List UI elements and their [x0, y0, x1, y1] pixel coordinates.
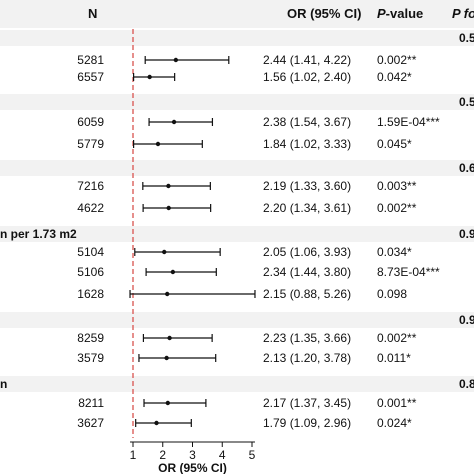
- subgroup-label: n: [0, 377, 8, 391]
- p-interaction-value: 0.8: [459, 377, 474, 391]
- p-value: 0.042*: [377, 70, 412, 84]
- or-header: OR (95% CI): [287, 6, 362, 21]
- subgroup-band: [0, 94, 474, 110]
- p-value: 0.011*: [377, 351, 411, 365]
- or-point: [166, 205, 171, 211]
- sample-size: 3579: [77, 351, 104, 365]
- or-ci-text: 2.13 (1.20, 3.78): [263, 351, 352, 365]
- p-value: 0.098: [377, 287, 408, 301]
- or-point: [147, 74, 152, 80]
- x-tick-label: 4: [219, 448, 226, 462]
- or-ci-text: 2.38 (1.54, 3.67): [263, 115, 352, 129]
- subgroup-label: n per 1.73 m2: [0, 227, 77, 241]
- or-point: [155, 141, 161, 147]
- p-value: 0.002**: [377, 201, 417, 215]
- sample-size: 6059: [77, 115, 104, 129]
- p-value-header: P-value: [377, 6, 424, 21]
- n-header: N: [88, 6, 98, 21]
- or-ci-text: 2.05 (1.06, 3.93): [263, 245, 352, 259]
- or-point: [154, 420, 159, 426]
- or-ci-text: 2.44 (1.41, 4.22): [263, 53, 352, 67]
- or-point: [171, 119, 177, 125]
- sample-size: 6557: [77, 70, 104, 84]
- or-point: [165, 400, 171, 406]
- p-value: 0.002**: [377, 331, 417, 345]
- subgroup-band: [0, 226, 474, 242]
- p-value: 1.59E-04***: [377, 115, 440, 129]
- p-value: 0.002**: [377, 53, 417, 67]
- sample-size: 7216: [77, 179, 104, 193]
- or-point: [167, 335, 172, 341]
- x-axis-label: OR (95% CI): [158, 461, 227, 474]
- or-ci-text: 1.56 (1.02, 2.40): [263, 70, 352, 84]
- p-interaction-value: 0.9: [459, 313, 474, 327]
- sample-size: 1628: [77, 287, 104, 301]
- or-point: [162, 249, 167, 255]
- or-point: [165, 291, 170, 297]
- x-tick-label: 2: [159, 448, 166, 462]
- x-tick-label: 3: [189, 448, 196, 462]
- or-ci-text: 2.15 (0.88, 5.26): [263, 287, 352, 301]
- sample-size: 5104: [77, 245, 104, 259]
- sample-size: 3627: [77, 416, 104, 430]
- p-value: 0.001**: [377, 396, 417, 410]
- p-value: 0.045*: [377, 137, 412, 151]
- sample-size: 4622: [77, 201, 104, 215]
- p-for-interaction-header: P fo: [452, 6, 474, 21]
- sample-size: 8259: [77, 331, 104, 345]
- subgroup-band: [0, 160, 474, 176]
- sample-size: 5106: [77, 265, 104, 279]
- or-point: [170, 269, 176, 275]
- p-interaction-value: 0.6: [459, 161, 474, 175]
- or-ci-text: 2.34 (1.44, 3.80): [263, 265, 352, 279]
- sample-size: 8211: [78, 396, 104, 410]
- subgroup-band: [0, 30, 474, 46]
- subgroup-band: [0, 312, 474, 328]
- or-ci-text: 1.84 (1.02, 3.33): [263, 137, 352, 151]
- or-ci-text: 2.20 (1.34, 3.61): [263, 201, 352, 215]
- or-ci-text: 2.19 (1.33, 3.60): [263, 179, 352, 193]
- or-ci-text: 1.79 (1.09, 2.96): [263, 416, 352, 430]
- x-tick-label: 1: [130, 448, 137, 462]
- p-interaction-value: 0.5: [459, 31, 474, 45]
- or-point: [166, 183, 171, 189]
- p-value: 0.034*: [377, 245, 412, 259]
- header-band: [0, 0, 474, 28]
- p-value: 0.024*: [377, 416, 412, 430]
- p-value: 0.003**: [377, 179, 417, 193]
- subgroup-band: [0, 376, 474, 392]
- or-ci-text: 2.17 (1.37, 3.45): [263, 396, 352, 410]
- sample-size: 5281: [77, 53, 104, 67]
- or-point: [173, 57, 179, 63]
- p-interaction-value: 0.5: [459, 95, 474, 109]
- x-tick-label: 5: [249, 448, 256, 462]
- p-interaction-value: 0.9: [459, 227, 474, 241]
- sample-size: 5779: [77, 137, 104, 151]
- or-point: [164, 355, 169, 361]
- or-ci-text: 2.23 (1.35, 3.66): [263, 331, 352, 345]
- p-value: 8.73E-04***: [377, 265, 440, 279]
